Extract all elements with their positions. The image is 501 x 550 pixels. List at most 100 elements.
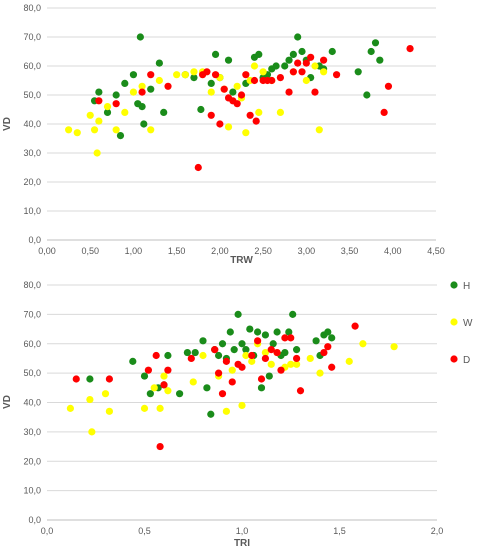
data-point-d (328, 363, 336, 371)
data-point-h (129, 357, 137, 365)
x-tick-label: 0,0 (41, 526, 54, 536)
data-point-w (112, 126, 120, 134)
data-point-w (267, 360, 275, 368)
data-point-d (233, 100, 241, 108)
data-point-d (242, 71, 250, 79)
data-point-w (73, 129, 81, 137)
data-point-w (248, 357, 256, 365)
data-point-d (277, 366, 285, 374)
data-point-d (228, 378, 236, 386)
data-point-d (160, 381, 168, 389)
x-tick-label: 0,5 (138, 526, 151, 536)
data-point-h (116, 132, 125, 140)
data-point-w (90, 126, 99, 134)
data-point-d (138, 88, 146, 96)
data-point-d (211, 71, 220, 79)
data-point-h (86, 375, 94, 383)
legend-marker-w (450, 318, 458, 326)
data-point-h (242, 346, 250, 354)
data-point-h (298, 47, 306, 56)
data-point-d (298, 68, 306, 76)
data-point-w (65, 126, 73, 134)
data-point-d (384, 82, 393, 90)
data-point-d (144, 366, 152, 374)
data-point-h (197, 105, 205, 114)
y-tick-label: 60,0 (23, 339, 41, 349)
data-point-w (156, 404, 164, 412)
data-point-w (316, 369, 324, 377)
data-point-h (261, 331, 269, 339)
data-point-h (112, 91, 120, 99)
data-point-d (237, 91, 246, 99)
data-point-h (207, 410, 215, 418)
data-point-w (160, 372, 168, 380)
data-point-w (242, 129, 250, 137)
data-point-w (320, 68, 328, 76)
data-point-w (233, 82, 241, 90)
data-point-w (95, 117, 103, 125)
data-point-w (140, 404, 149, 412)
data-point-d (261, 354, 269, 363)
x-axis-label: TRW (230, 255, 253, 265)
data-point-h (269, 340, 277, 348)
data-point-d (294, 59, 302, 67)
data-point-d (95, 97, 103, 105)
data-point-h (376, 56, 384, 64)
x-tick-label: 4,50 (427, 246, 445, 256)
data-point-h (354, 68, 362, 76)
data-point-h (95, 88, 103, 96)
data-point-w (315, 126, 323, 134)
data-point-d (380, 108, 388, 116)
data-point-h (176, 390, 184, 398)
data-point-d (267, 346, 275, 354)
data-point-h (246, 325, 254, 333)
y-tick-label: 80,0 (23, 3, 41, 13)
data-point-d (351, 322, 359, 330)
y-tick-label: 30,0 (23, 427, 41, 437)
data-point-d (287, 334, 295, 342)
data-point-d (250, 76, 259, 85)
legend-label-w: W (463, 318, 473, 329)
y-tick-label: 20,0 (23, 177, 41, 187)
data-point-w (222, 407, 230, 415)
data-point-h (191, 348, 199, 357)
data-point-d (285, 88, 293, 96)
data-point-w (250, 62, 259, 70)
data-point-h (257, 384, 266, 392)
data-point-h (129, 71, 138, 79)
data-point-d (320, 56, 328, 64)
legend-label-h: H (463, 281, 470, 292)
data-point-w (103, 103, 112, 111)
data-point-h (281, 348, 289, 357)
data-point-h (199, 337, 207, 345)
data-point-d (332, 71, 341, 79)
data-point-w (224, 123, 233, 131)
data-point-h (146, 390, 154, 398)
data-point-w (66, 404, 74, 412)
y-tick-label: 40,0 (23, 119, 41, 129)
data-point-w (129, 88, 138, 96)
data-point-d (302, 59, 310, 67)
data-point-w (101, 390, 110, 398)
data-point-h (285, 328, 293, 336)
data-point-h (224, 56, 233, 64)
x-tick-label: 1,5 (333, 526, 346, 536)
y-axis-label: VD (2, 395, 13, 409)
data-point-h (234, 310, 242, 318)
data-point-h (160, 108, 168, 116)
data-point-d (147, 71, 155, 79)
data-point-w (287, 360, 295, 368)
data-point-d (203, 68, 211, 76)
x-tick-label: 3,50 (341, 246, 359, 256)
data-point-h (218, 340, 227, 348)
data-point-h (238, 340, 246, 348)
data-point-h (324, 328, 332, 336)
x-axis-label: TRI (234, 538, 250, 549)
y-tick-label: 30,0 (23, 148, 41, 158)
data-point-h (230, 346, 238, 354)
data-point-w (121, 108, 129, 116)
data-point-w (164, 387, 172, 395)
x-tick-label: 1,00 (125, 246, 143, 256)
data-point-d (246, 111, 254, 119)
data-point-d (257, 375, 266, 383)
